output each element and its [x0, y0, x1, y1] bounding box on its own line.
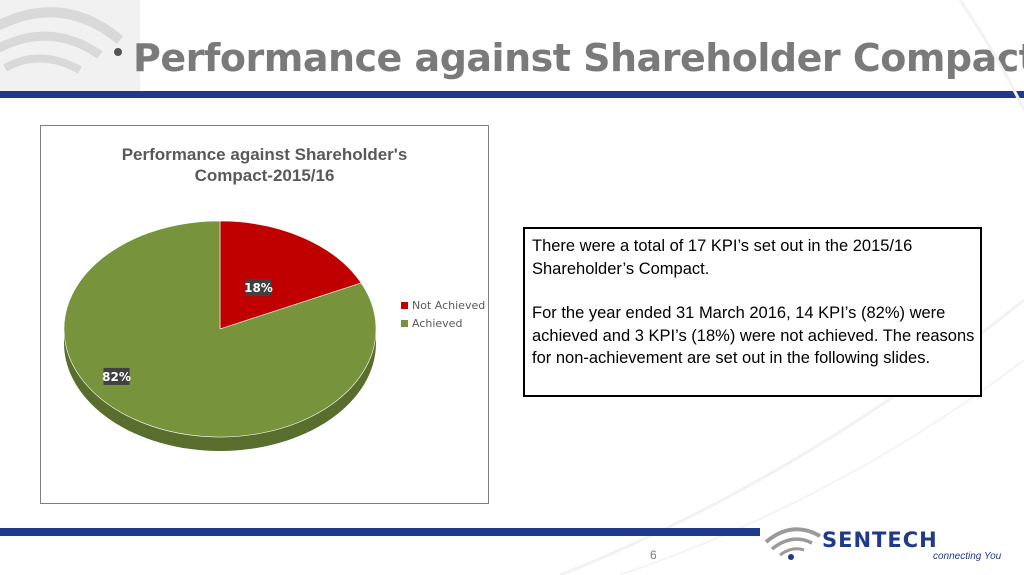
footer-bar [0, 528, 760, 536]
data-label-0: 18% [244, 279, 273, 297]
data-label-1: 82% [102, 367, 131, 385]
legend-label: Achieved [412, 316, 463, 330]
chart-legend: Not Achieved Achieved [401, 296, 485, 332]
logo-name: SENTECH [822, 528, 938, 552]
pie-slice-achieved [63, 220, 377, 438]
legend-item-achieved: Achieved [401, 314, 485, 332]
chart-title-line-2: Compact-2015/16 [194, 166, 335, 185]
wifi-signal-icon [764, 527, 821, 560]
kpi-summary-paragraph-2: For the year ended 31 March 2016, 14 KPI… [532, 304, 975, 367]
chart-title: Performance against Shareholder's Compac… [41, 144, 488, 186]
kpi-summary-paragraph-1: There were a total of 17 KPI’s set out i… [532, 237, 913, 278]
svg-text:18%: 18% [244, 281, 273, 295]
legend-swatch [401, 319, 408, 327]
chart-title-line-1: Performance against Shareholder's [121, 145, 408, 164]
header-divider-bar [0, 91, 1024, 98]
logo-tagline: connecting You [933, 551, 1002, 562]
slide-title: Performance against Shareholder Compact [133, 36, 1024, 80]
wifi-watermark-icon [0, 0, 140, 92]
sentech-logo: SENTECH connecting You [762, 522, 1002, 562]
legend-item-not-achieved: Not Achieved [401, 296, 485, 314]
pie-chart-plot: 18% 82% [63, 220, 377, 451]
kpi-summary-box: There were a total of 17 KPI’s set out i… [523, 227, 982, 397]
pie-chart: Performance against Shareholder's Compac… [40, 125, 489, 504]
pie-slice-not-achieved [219, 220, 362, 330]
legend-label: Not Achieved [412, 298, 486, 312]
page-number: 6 [650, 548, 657, 562]
svg-text:82%: 82% [102, 370, 131, 384]
legend-swatch [401, 301, 408, 309]
